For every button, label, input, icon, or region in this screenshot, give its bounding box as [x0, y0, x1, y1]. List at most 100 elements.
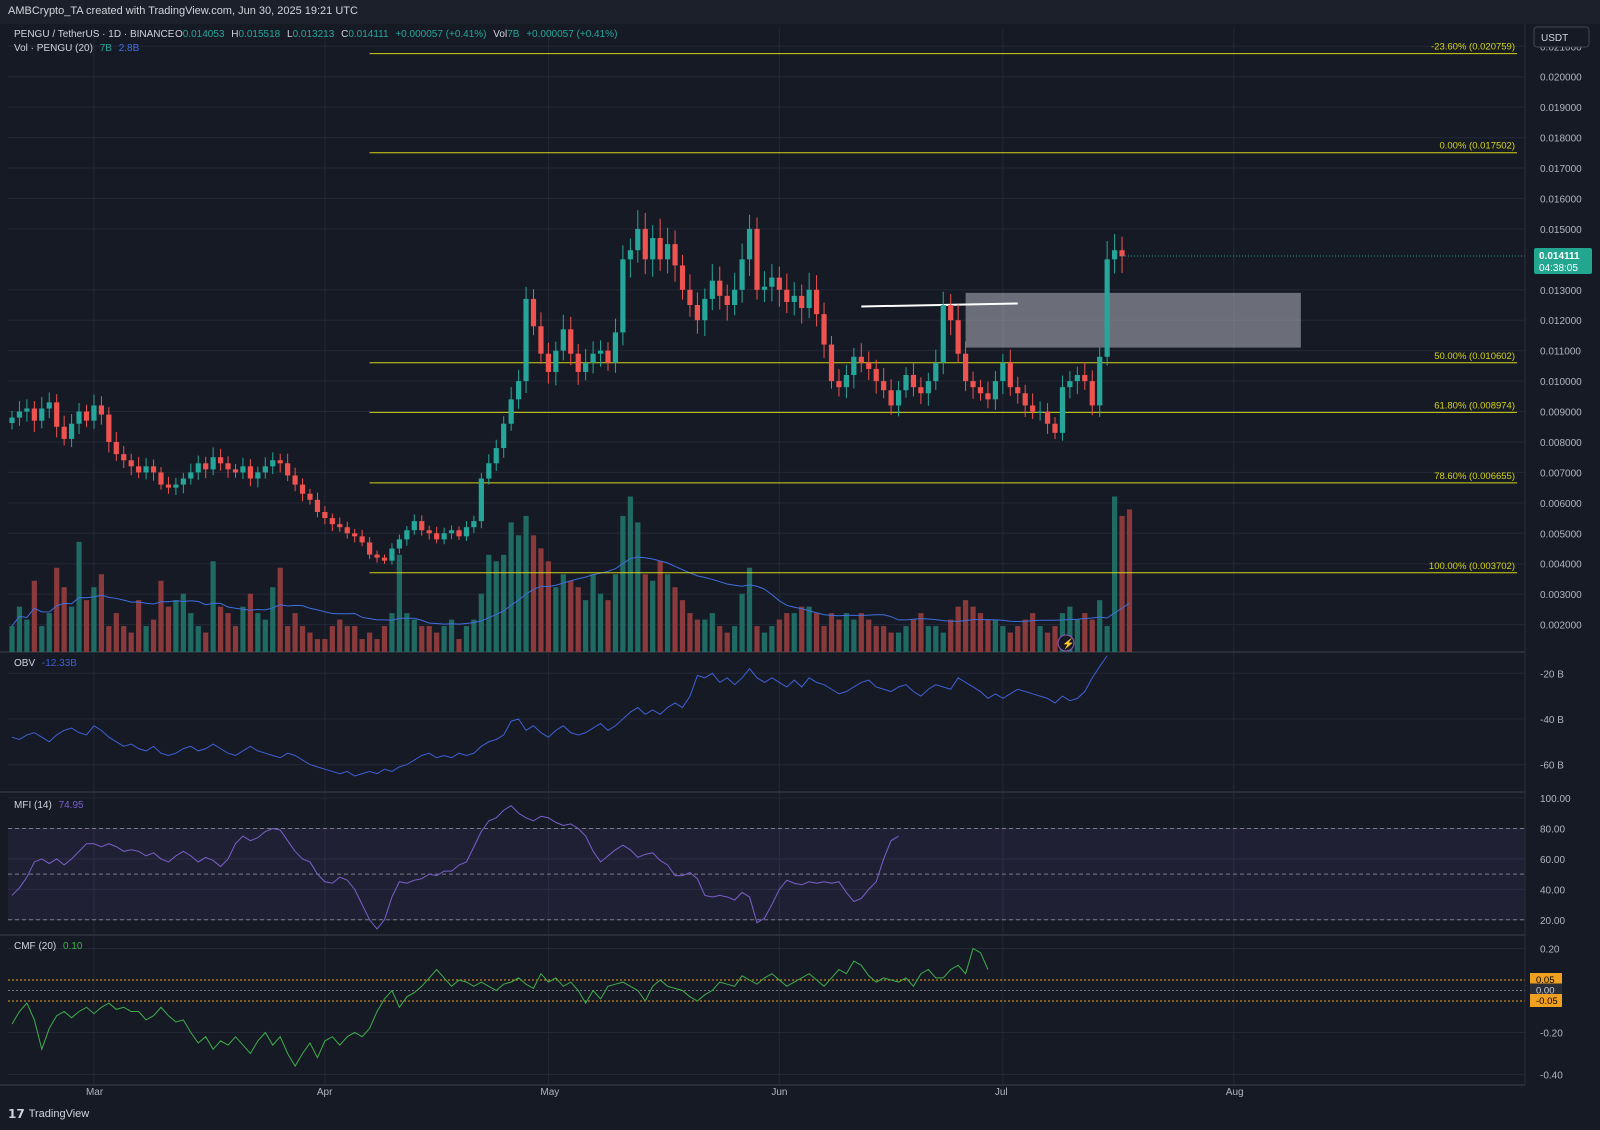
- candle-body: [910, 375, 917, 388]
- candle-body: [590, 353, 596, 363]
- vol-change: +0.000057 (+0.41%): [526, 29, 617, 40]
- candle-body: [821, 314, 827, 345]
- volume-bar: [627, 496, 633, 652]
- candle-body: [828, 344, 835, 382]
- svg-text:⚡: ⚡: [1062, 637, 1074, 650]
- vol-key: Vol: [493, 29, 507, 40]
- volume-bar: [195, 626, 201, 652]
- candle-body: [352, 533, 358, 537]
- volume-bar: [1119, 515, 1125, 652]
- candle-body: [31, 408, 37, 421]
- fib-level-label: -23.60% (0.020759): [1431, 42, 1515, 53]
- candle-body: [657, 238, 663, 260]
- volume-bar: [1074, 619, 1080, 652]
- vol-ind-v1: 7B: [100, 43, 113, 54]
- volume-bar: [732, 626, 738, 652]
- volume-bar: [463, 626, 470, 652]
- volume-bar: [597, 593, 604, 652]
- volume-bar: [590, 574, 596, 652]
- time-tick-label: Aug: [1226, 1087, 1244, 1098]
- candle-body: [597, 350, 604, 354]
- candle-body: [955, 320, 961, 354]
- volume-bar: [888, 632, 894, 652]
- candle-body: [501, 423, 507, 449]
- tradingview-logo[interactable]: 𝟭𝟳 TradingView: [8, 1107, 89, 1121]
- volume-bar: [977, 613, 984, 652]
- candle-body: [791, 295, 797, 302]
- volume-bar: [262, 619, 268, 652]
- volume-bar: [24, 619, 30, 652]
- candle-body: [1037, 411, 1043, 413]
- legend: PENGU / TetherUS · 1D · BINANCE O0.01405…: [14, 29, 617, 952]
- volume-bar: [76, 541, 82, 652]
- mfi-name: MFI (14): [14, 800, 52, 811]
- obv-legend[interactable]: OBV -12.33B: [14, 658, 77, 669]
- tv-logo-text: TradingView: [28, 1108, 90, 1120]
- cmf-band-label: -0.05: [1536, 996, 1558, 1007]
- candle-body: [925, 381, 931, 394]
- symbol-title[interactable]: PENGU / TetherUS · 1D · BINANCE: [14, 29, 175, 40]
- volume-bar: [203, 632, 209, 652]
- volume-bar: [165, 606, 172, 652]
- cmf-band-badge: [1530, 973, 1562, 986]
- candle-body: [985, 393, 991, 400]
- candle-body: [54, 402, 60, 427]
- volume-bar: [158, 580, 164, 652]
- volume-bar: [329, 626, 335, 652]
- candle-body: [9, 417, 15, 423]
- candle-body: [1059, 387, 1066, 433]
- volume-bar: [478, 593, 484, 652]
- candle-body: [776, 277, 782, 290]
- volume-bar: [1059, 613, 1066, 652]
- last-price-badge: 0.014111 04:38:05: [1534, 247, 1592, 274]
- currency-badge[interactable]: USDT: [1533, 26, 1590, 48]
- indicator-tick-label: -0.40: [1540, 1071, 1563, 1082]
- candle-body: [165, 484, 172, 488]
- candle-body: [180, 478, 186, 485]
- candle-body: [1097, 356, 1103, 406]
- candle-body: [948, 304, 954, 321]
- volume-bar: [367, 632, 373, 652]
- price-tick-label: 0.017000: [1540, 164, 1582, 175]
- volume-bar: [374, 639, 380, 652]
- indicator-tick-label: 40.00: [1540, 885, 1565, 896]
- candles: [9, 210, 1525, 565]
- candle-body: [150, 466, 157, 473]
- volume-bar: [821, 626, 827, 652]
- volume-indicator-legend[interactable]: Vol · PENGU (20) 7B 2.8B: [14, 43, 140, 54]
- volume-bar: [277, 567, 283, 652]
- volume-bar: [188, 613, 194, 652]
- volume-bar: [784, 613, 790, 652]
- volume-bar: [501, 554, 507, 652]
- high-key: H: [231, 29, 238, 40]
- indicator-tick-label: 0.20: [1540, 945, 1560, 956]
- volume-bar: [1000, 626, 1006, 652]
- candle-body: [873, 368, 879, 382]
- currency-label: USDT: [1541, 33, 1568, 44]
- candle-body: [1067, 381, 1073, 388]
- volume-bar: [992, 619, 998, 652]
- volume-bar: [1022, 619, 1028, 652]
- candle-body: [113, 441, 119, 455]
- candle-body: [746, 228, 753, 260]
- volume-bar: [702, 619, 708, 652]
- mfi-legend[interactable]: MFI (14) 74.95: [14, 800, 84, 811]
- volume-bar: [560, 574, 566, 652]
- price-tick-label: 0.007000: [1540, 468, 1582, 479]
- lightning-icon[interactable]: ⚡: [1057, 634, 1075, 652]
- volume-bar: [113, 613, 119, 652]
- cmf-legend[interactable]: CMF (20) 0.10: [14, 941, 83, 952]
- volume-bar: [180, 593, 186, 652]
- candle-body: [814, 289, 820, 315]
- candle-body: [210, 457, 216, 470]
- change-value: +0.000057 (+0.41%): [395, 29, 486, 40]
- volume-bar: [419, 626, 425, 652]
- volume-bar: [538, 548, 544, 652]
- time-tick-label: Apr: [317, 1087, 333, 1098]
- candle-body: [262, 466, 268, 473]
- price-tick-label: 0.011000: [1540, 347, 1581, 358]
- volume-bars: [9, 496, 1133, 652]
- obv-name: OBV: [14, 658, 35, 669]
- candle-body: [411, 521, 417, 531]
